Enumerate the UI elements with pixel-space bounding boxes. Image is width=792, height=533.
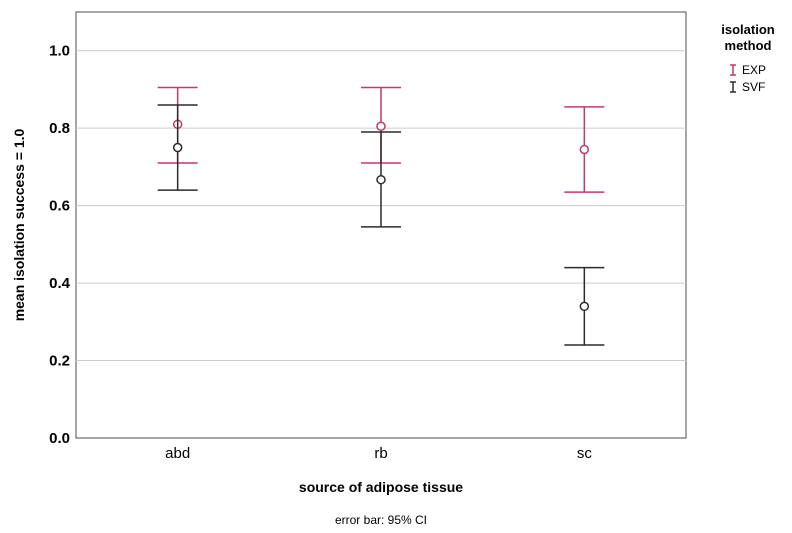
y-tick-labels: 0.0 0.2 0.4 0.6 0.8 1.0 — [49, 43, 71, 447]
x-tick-labels: abd rb sc — [165, 445, 592, 462]
mean-point — [376, 121, 386, 131]
y-tick-label: 0.4 — [49, 275, 71, 292]
y-axis-title: mean isolation success = 1.0 — [11, 128, 27, 321]
footnote: error bar: 95% CI — [335, 513, 427, 527]
mean-point — [579, 301, 590, 312]
legend-item-svf: SVF — [730, 80, 765, 94]
x-tick-label: abd — [165, 445, 190, 462]
error-bars — [157, 86, 605, 346]
y-tick-label: 0.6 — [49, 198, 70, 215]
legend-label: EXP — [742, 63, 766, 77]
mean-point — [172, 142, 183, 153]
legend-title-line-1: isolation — [721, 22, 775, 37]
mean-point — [579, 144, 590, 155]
y-tick-label: 1.0 — [49, 43, 70, 60]
x-tick-label: sc — [577, 445, 593, 462]
x-tick-label: rb — [374, 445, 387, 462]
x-axis-title: source of adipose tissue — [299, 479, 463, 495]
legend-label: SVF — [742, 80, 765, 94]
y-tick-label: 0.2 — [49, 353, 70, 370]
mean-point — [376, 174, 386, 185]
y-tick-label: 0.0 — [49, 430, 70, 447]
legend-item-exp: EXP — [730, 63, 766, 77]
legend: isolation method EXP SVF — [721, 22, 775, 94]
y-tick-label: 0.8 — [49, 120, 70, 137]
legend-title-line-2: method — [725, 38, 772, 53]
legend-items: EXP SVF — [730, 63, 766, 94]
series-svf — [157, 104, 605, 346]
